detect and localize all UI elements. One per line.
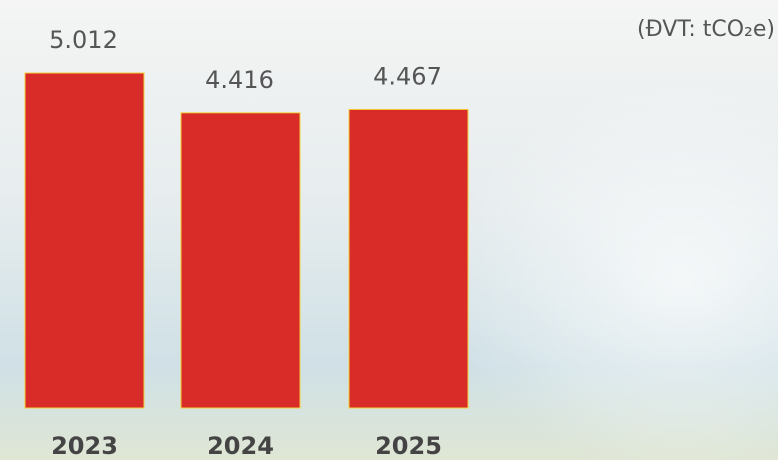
- bar: [24, 72, 145, 409]
- x-tick-label: 2023: [51, 432, 118, 460]
- value-label: 4.467: [373, 62, 442, 90]
- bar: [180, 112, 301, 409]
- unit-label: (ĐVT: tCO₂e): [637, 17, 775, 42]
- value-label: 4.416: [205, 66, 274, 94]
- value-label: 5.012: [49, 26, 118, 54]
- x-tick-label: 2025: [375, 432, 442, 460]
- x-tick-label: 2024: [207, 432, 274, 460]
- bar: [348, 108, 469, 409]
